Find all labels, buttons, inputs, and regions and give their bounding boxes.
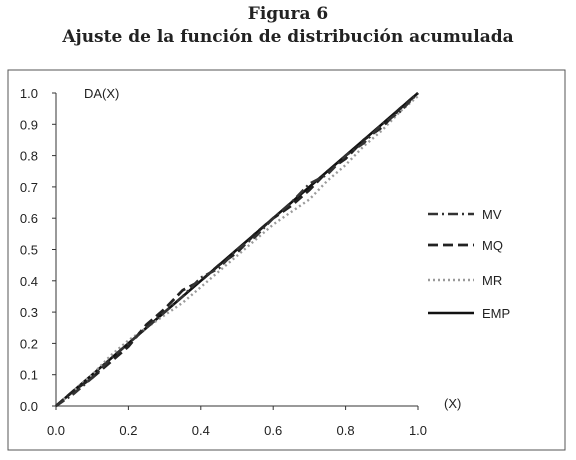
y-tick-label: 0.6 xyxy=(20,211,38,226)
x-tick-label: 0.4 xyxy=(192,423,210,438)
legend-label-mr: MR xyxy=(482,273,502,288)
series-line-mv xyxy=(55,92,419,408)
legend-label-emp: EMP xyxy=(482,306,510,321)
y-tick-label: 0.8 xyxy=(20,149,38,164)
y-tick-label: 0.5 xyxy=(20,243,38,258)
y-tick-label: 0.7 xyxy=(20,180,38,195)
chart-frame xyxy=(7,69,566,451)
y-tick-label: 0.1 xyxy=(20,368,38,383)
x-axis-label: (X) xyxy=(444,396,461,411)
y-axis-label: DA(X) xyxy=(84,86,119,101)
x-tick-label: 0.2 xyxy=(119,423,137,438)
x-tick-label: 1.0 xyxy=(409,423,427,438)
legend-label-mv: MV xyxy=(482,207,502,222)
y-tick-label: 0.4 xyxy=(20,274,38,289)
legend-label-mq: MQ xyxy=(482,238,503,253)
x-tick-label: 0.6 xyxy=(264,423,282,438)
x-tick-label: 0.0 xyxy=(47,423,65,438)
y-tick-label: 0.9 xyxy=(20,117,38,132)
y-tick-label: 0.0 xyxy=(20,399,38,414)
y-tick-label: 1.0 xyxy=(20,86,38,101)
series-line-mr xyxy=(55,95,419,407)
x-tick-label: 0.8 xyxy=(337,423,355,438)
y-tick-label: 0.2 xyxy=(20,336,38,351)
y-tick-label: 0.3 xyxy=(20,305,38,320)
figure-title: Ajuste de la función de distribución acu… xyxy=(62,27,514,47)
figure-label: Figura 6 xyxy=(247,4,329,24)
